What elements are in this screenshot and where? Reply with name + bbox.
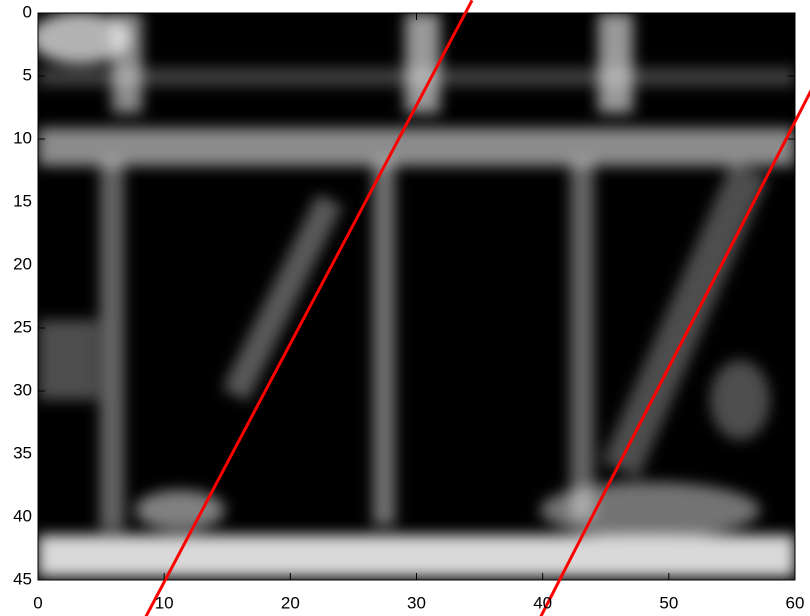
y-tick-label: 35 bbox=[13, 443, 32, 462]
chart: 0 10 20 30 40 50 60 0 5 10 15 20 25 30 35 40 45 bbox=[0, 0, 810, 616]
y-tick-label: 20 bbox=[13, 254, 32, 273]
image bbox=[30, 12, 795, 580]
y-tick-label: 40 bbox=[13, 506, 32, 525]
blob bbox=[598, 13, 633, 113]
blob bbox=[405, 13, 440, 113]
x-tick-label: 0 bbox=[33, 593, 42, 612]
x-tick-label: 50 bbox=[659, 593, 678, 612]
blob bbox=[540, 482, 760, 538]
blob bbox=[112, 13, 142, 113]
page: {"chart_data": {"type": "image", "xlim":… bbox=[0, 0, 810, 616]
blob bbox=[373, 160, 395, 525]
y-tick-label: 10 bbox=[13, 128, 32, 147]
y-tick-label: 15 bbox=[13, 191, 32, 210]
y-tick-label: 5 bbox=[23, 65, 32, 84]
x-tick-label: 30 bbox=[407, 593, 426, 612]
blob bbox=[38, 320, 98, 400]
x-tick-label: 40 bbox=[533, 593, 552, 612]
y-tick-label: 25 bbox=[13, 317, 32, 336]
x-tick-label: 10 bbox=[155, 593, 174, 612]
y-tick-label: 30 bbox=[13, 380, 32, 399]
y-tick-label: 45 bbox=[13, 569, 32, 588]
blob bbox=[135, 490, 225, 530]
x-tick-label: 20 bbox=[281, 593, 300, 612]
blob bbox=[710, 360, 770, 440]
blob bbox=[38, 128, 795, 166]
blob bbox=[38, 535, 795, 577]
y-tick-label: 0 bbox=[23, 2, 32, 21]
blob bbox=[100, 160, 124, 530]
x-tick-label: 60 bbox=[786, 593, 805, 612]
blob bbox=[570, 160, 594, 520]
